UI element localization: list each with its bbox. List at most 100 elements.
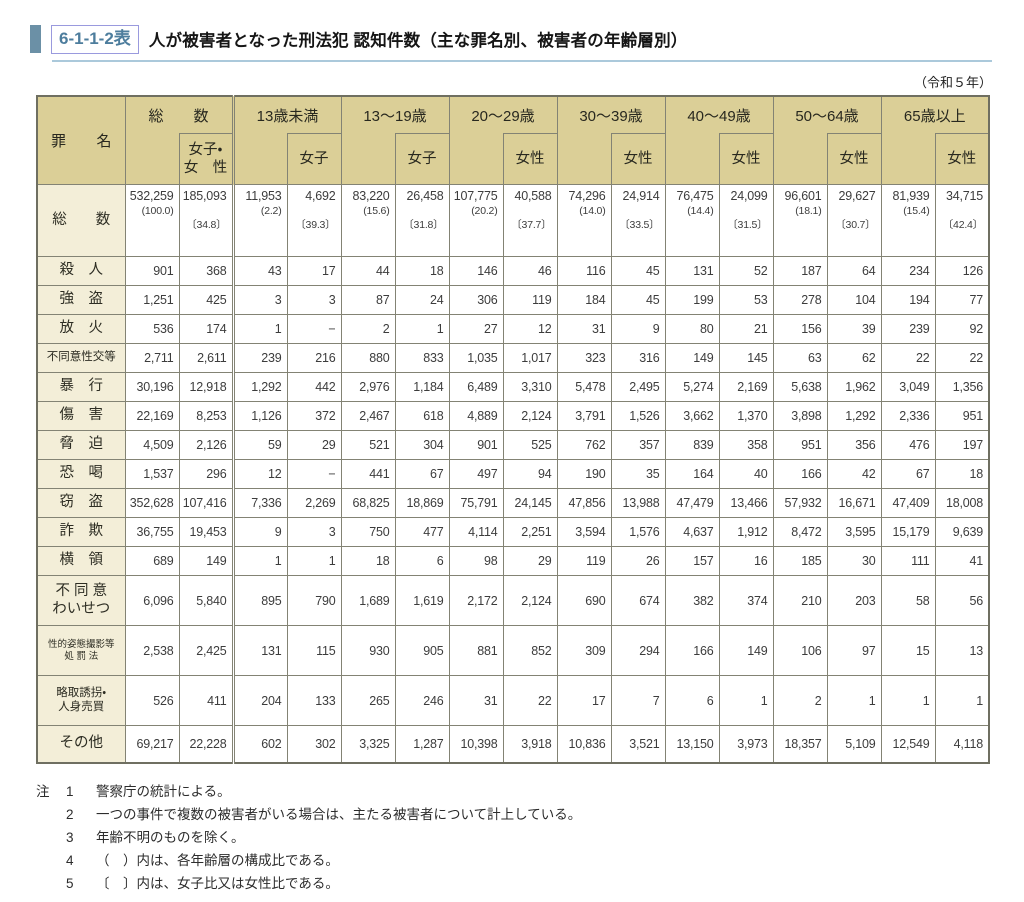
data-cell: 146	[448, 256, 504, 286]
totals-cell: 24,099 〔31.5〕	[718, 184, 774, 257]
totals-percent	[396, 204, 444, 218]
data-cell: 18,008	[934, 488, 990, 518]
data-cell: 19,453	[178, 517, 235, 547]
totals-female-ratio: 〔37.7〕	[511, 219, 552, 231]
row-label: 殺 人	[36, 256, 126, 286]
row-label: 詐 欺	[36, 517, 126, 547]
data-cell: 67	[880, 459, 936, 489]
header-spacer	[664, 133, 720, 185]
data-cell: 5,478	[556, 372, 612, 402]
data-cell: 4,114	[448, 517, 504, 547]
totals-percent: (2.2)	[260, 205, 282, 217]
data-cell: 133	[286, 675, 342, 726]
row-label: 総 数	[36, 184, 126, 257]
data-cell: 2,336	[880, 401, 936, 431]
data-cell: 12	[502, 314, 558, 344]
table-row: 不 同 意 わいせつ 6,096 5,840 895 790 1,689 1,619 2,17…	[36, 575, 990, 626]
data-cell: 131	[232, 625, 288, 676]
data-cell: 67	[394, 459, 450, 489]
totals-cell: 40,588 〔37.7〕	[502, 184, 558, 257]
data-cell: 306	[448, 285, 504, 315]
data-cell: 2	[772, 675, 828, 726]
data-cell: 106	[772, 625, 828, 676]
table-row: 横 領 689 149 1 1 18 6 98 29 119 26 157 16 185 30 111 41	[36, 546, 990, 576]
data-cell: 442	[286, 372, 342, 402]
data-cell: 3	[286, 517, 342, 547]
data-cell: 477	[394, 517, 450, 547]
totals-percent: (14.0)	[579, 205, 606, 217]
note-marker	[36, 849, 66, 872]
data-cell: 905	[394, 625, 450, 676]
data-cell: 2,251	[502, 517, 558, 547]
data-cell: 59	[232, 430, 288, 460]
data-cell: 497	[448, 459, 504, 489]
data-cell: 30,196	[124, 372, 180, 402]
data-cell: 901	[448, 430, 504, 460]
data-cell: 9	[610, 314, 666, 344]
totals-cell: 185,093 〔34.8〕	[178, 184, 235, 257]
totals-percent	[180, 204, 227, 218]
data-cell: 18,869	[394, 488, 450, 518]
page-title: 人が被害者となった刑法犯 認知件数（主な罪名別、被害者の年齢層別）	[148, 32, 688, 50]
data-cell: 3,973	[718, 725, 774, 763]
col-sub-header: 女子	[394, 133, 450, 185]
col-group-header: 30〜39歳	[556, 95, 666, 134]
data-cell: 41	[934, 546, 990, 576]
data-cell: 2,124	[502, 401, 558, 431]
row-label: 傷 害	[36, 401, 126, 431]
col-sub-header: 女性	[934, 133, 990, 185]
note-number: 3	[66, 829, 74, 845]
data-cell: 6,096	[124, 575, 180, 626]
data-cell: 22	[880, 343, 936, 373]
data-cell: 357	[610, 430, 666, 460]
data-cell: 17	[556, 675, 612, 726]
totals-female-ratio	[235, 218, 282, 232]
data-cell: 166	[664, 625, 720, 676]
data-cell: 3,310	[502, 372, 558, 402]
data-cell: 22	[502, 675, 558, 726]
data-cell: 239	[880, 314, 936, 344]
data-cell: 525	[502, 430, 558, 460]
data-cell: 2,124	[502, 575, 558, 626]
data-cell: 10,836	[556, 725, 612, 763]
data-cell: 1,017	[502, 343, 558, 373]
data-cell: 187	[772, 256, 828, 286]
data-cell: 2,169	[718, 372, 774, 402]
data-cell: 42	[826, 459, 882, 489]
data-cell: 1,035	[448, 343, 504, 373]
data-cell: 107,416	[178, 488, 235, 518]
header-spacer	[772, 133, 828, 185]
table-row: 暴 行 30,196 12,918 1,292 442 2,976 1,184 6,489 3,…	[36, 372, 990, 402]
data-cell: 901	[124, 256, 180, 286]
data-cell: 930	[340, 625, 396, 676]
data-cell: 618	[394, 401, 450, 431]
data-cell: 3,325	[340, 725, 396, 763]
col-sub-header: 女子	[286, 133, 342, 185]
header-spacer	[556, 133, 612, 185]
data-cell: 951	[934, 401, 990, 431]
data-cell: 210	[772, 575, 828, 626]
data-cell: 16	[718, 546, 774, 576]
data-cell: 174	[178, 314, 235, 344]
totals-count: 74,296	[568, 189, 606, 203]
header-spacer	[340, 133, 396, 185]
data-cell: 45	[610, 285, 666, 315]
data-cell: 316	[610, 343, 666, 373]
data-cell: 77	[934, 285, 990, 315]
totals-count: 24,914	[622, 189, 660, 203]
totals-cell: 4,692 〔39.3〕	[286, 184, 342, 257]
data-cell: 21	[718, 314, 774, 344]
totals-female-ratio: 〔31.5〕	[727, 219, 768, 231]
data-cell: 602	[232, 725, 288, 763]
data-cell: 8,253	[178, 401, 235, 431]
col-group-header: 20〜29歳	[448, 95, 558, 134]
col-sub-header: 女性	[826, 133, 882, 185]
data-cell: 119	[556, 546, 612, 576]
data-cell: 43	[232, 256, 288, 286]
data-cell: 22	[934, 343, 990, 373]
totals-count: 83,220	[352, 189, 390, 203]
corner-label-right: 名	[96, 133, 112, 150]
totals-cell: 26,458 〔31.8〕	[394, 184, 450, 257]
data-cell: 45	[610, 256, 666, 286]
data-cell: 790	[286, 575, 342, 626]
